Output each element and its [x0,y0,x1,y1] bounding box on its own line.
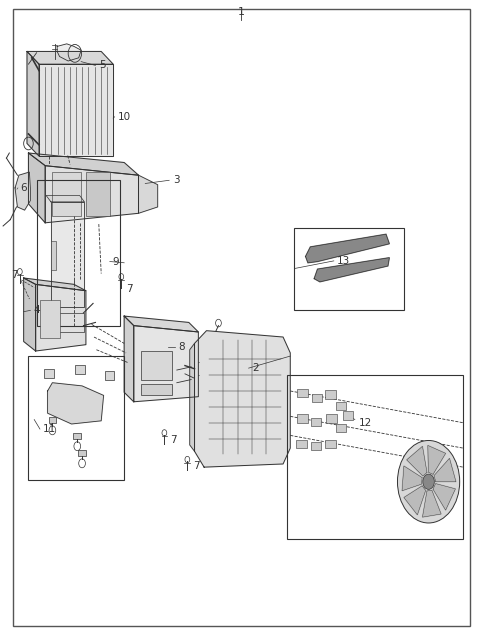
Bar [325,440,336,448]
Polygon shape [24,278,86,291]
Polygon shape [402,466,422,491]
Bar [86,172,110,216]
Bar [343,411,353,420]
Bar [52,172,81,216]
Text: 10: 10 [118,112,131,122]
Polygon shape [194,331,290,467]
Bar [51,240,56,270]
Text: 6: 6 [20,183,26,193]
Bar [141,351,172,380]
Bar [294,228,404,310]
Bar [298,389,308,398]
Text: 8: 8 [179,342,185,352]
Polygon shape [28,153,45,223]
Polygon shape [27,52,113,64]
Text: 7: 7 [12,270,18,280]
Bar [336,424,346,432]
Bar [40,300,60,338]
Polygon shape [48,383,104,424]
Text: 13: 13 [337,256,350,266]
Text: 11: 11 [43,424,56,434]
Polygon shape [28,153,139,175]
Polygon shape [27,52,39,156]
Circle shape [423,474,434,489]
Polygon shape [36,284,86,351]
Bar [325,391,336,399]
Text: 2: 2 [252,363,259,373]
Polygon shape [314,258,389,282]
Polygon shape [24,278,36,351]
Bar [105,371,114,380]
Polygon shape [46,195,84,202]
Polygon shape [190,343,194,452]
Bar [312,394,323,402]
Bar [326,415,336,423]
Bar [75,365,85,374]
Text: 4: 4 [33,305,40,315]
Polygon shape [134,326,198,402]
Text: 12: 12 [359,418,372,428]
Bar [78,450,86,457]
Polygon shape [139,175,157,213]
Bar [44,370,54,378]
Polygon shape [433,483,456,510]
Text: 7: 7 [193,462,200,471]
Polygon shape [306,234,389,263]
Bar [298,415,308,423]
Bar [311,418,322,426]
Polygon shape [15,172,30,210]
Bar [336,402,346,410]
Circle shape [397,441,460,523]
Text: 9: 9 [113,256,120,266]
Text: 7: 7 [126,284,132,294]
Bar [287,375,463,539]
Polygon shape [39,64,113,156]
Bar [311,442,322,450]
Polygon shape [124,316,134,402]
Text: 1: 1 [238,7,244,17]
Bar [297,440,307,448]
Bar [28,356,124,480]
Polygon shape [57,44,81,61]
Bar [73,433,81,439]
Text: 5: 5 [99,60,106,71]
Polygon shape [51,202,84,307]
Polygon shape [124,316,198,332]
Polygon shape [45,166,139,223]
Polygon shape [51,313,84,332]
Bar [48,417,56,424]
Polygon shape [428,445,445,474]
Text: 3: 3 [173,176,180,185]
Text: 7: 7 [170,435,177,445]
Polygon shape [407,446,427,476]
Polygon shape [422,490,441,517]
Polygon shape [434,459,456,481]
Bar [141,384,172,396]
Polygon shape [404,486,426,515]
Bar [36,179,120,326]
